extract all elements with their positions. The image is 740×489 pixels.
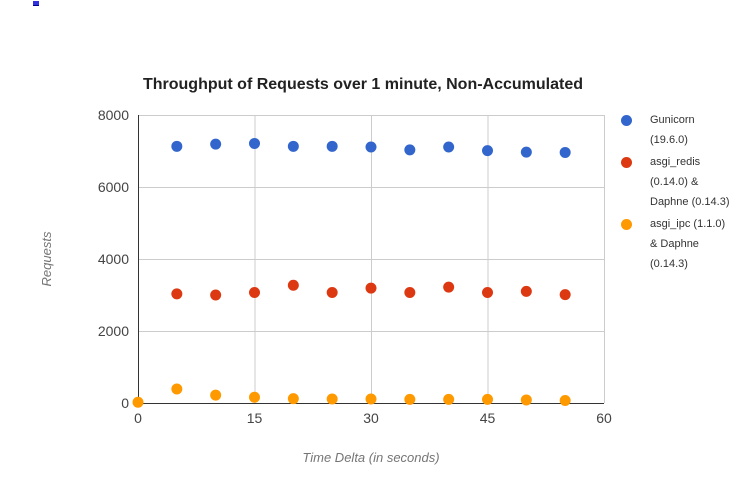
data-point-series-1 (482, 286, 493, 298)
legend-marker-asgi-ipc (621, 218, 632, 230)
data-point-series-2 (326, 393, 338, 405)
data-point-series-1 (443, 281, 455, 293)
y-tick-label: 6000 (97, 179, 129, 195)
data-point-series-2 (443, 393, 455, 405)
chart-title: Throughput of Requests over 1 minute, No… (142, 76, 584, 93)
data-point-series-0 (404, 144, 416, 156)
data-point-series-2 (482, 393, 493, 405)
data-point-series-2 (249, 391, 260, 403)
data-point-series-2 (404, 393, 416, 405)
data-point-series-2 (132, 396, 144, 408)
legend-item: Gunicorn (19.6.0) (621, 110, 733, 150)
legend-item: asgi_ipc (1.1.0) & Daphne (0.14.3) (621, 214, 733, 274)
legend-label: Gunicorn (19.6.0) (650, 114, 695, 146)
data-point-series-0 (482, 145, 493, 157)
legend-marker-asgi-redis (621, 156, 632, 168)
legend-label: asgi_redis (0.14.0) & Daphne (0.14.3) (650, 156, 730, 208)
x-tick-label: 45 (479, 410, 496, 426)
data-point-series-2 (287, 393, 299, 405)
x-tick-label: 0 (134, 410, 142, 426)
data-point-series-2 (365, 393, 377, 405)
x-tick-label: 15 (246, 410, 263, 426)
data-point-series-0 (365, 141, 377, 153)
data-point-series-2 (171, 383, 183, 395)
data-point-series-0 (287, 140, 299, 152)
data-point-series-1 (287, 279, 299, 291)
data-point-series-1 (210, 289, 222, 301)
x-tick-label: 60 (596, 410, 612, 426)
y-tick-label: 0 (121, 395, 129, 411)
data-point-series-0 (249, 137, 260, 149)
data-point-series-2 (210, 389, 222, 401)
data-point-series-1 (171, 288, 183, 300)
legend: Gunicorn (19.6.0) asgi_redis (0.14.0) & … (621, 110, 733, 276)
data-point-series-2 (559, 394, 571, 406)
data-point-series-0 (326, 140, 338, 152)
legend-label: asgi_ipc (1.1.0) & Daphne (0.14.3) (650, 218, 726, 270)
legend-item: asgi_redis (0.14.0) & Daphne (0.14.3) (621, 152, 733, 212)
data-point-series-0 (520, 146, 532, 158)
y-tick-label: 8000 (97, 107, 129, 123)
data-point-series-1 (559, 289, 571, 301)
data-point-series-1 (520, 285, 532, 297)
data-point-series-1 (404, 286, 416, 298)
x-axis-title: Time Delta (in seconds) (302, 450, 440, 465)
data-point-series-0 (171, 140, 183, 152)
y-tick-label: 2000 (97, 323, 129, 339)
data-point-series-0 (210, 138, 222, 150)
legend-marker-gunicorn (621, 114, 632, 126)
data-point-series-0 (443, 141, 455, 153)
artifact-mark (33, 1, 39, 6)
data-point-series-1 (249, 286, 260, 298)
y-tick-label: 4000 (97, 251, 129, 267)
data-point-series-1 (326, 286, 338, 298)
data-point-series-2 (520, 394, 532, 406)
x-tick-label: 30 (363, 410, 379, 426)
data-point-series-0 (559, 146, 571, 158)
data-point-series-1 (365, 282, 377, 294)
